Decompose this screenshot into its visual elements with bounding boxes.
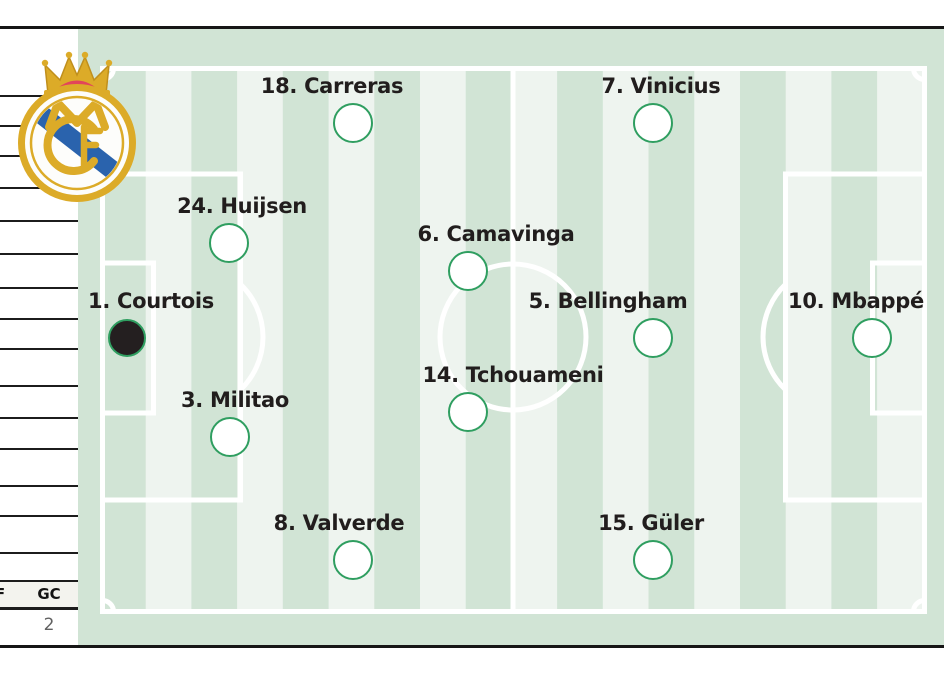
left-goal-area: [100, 260, 156, 416]
left-penalty-arc: [238, 282, 266, 392]
player-label: 24. Huijsen: [177, 194, 307, 218]
crest-badge: [18, 84, 136, 202]
stats-table-value-row: 2: [0, 607, 78, 645]
real-madrid-crest: [18, 51, 136, 202]
stats-table: F GC 2: [0, 29, 78, 645]
table-row-line: [0, 348, 78, 350]
player-label: 14. Tchouameni: [422, 363, 604, 387]
goalkeeper-marker: [108, 319, 146, 357]
table-row-line: [0, 417, 78, 419]
player-label: 5. Bellingham: [528, 289, 688, 313]
table-row-line: [0, 253, 78, 255]
table-row-line: [0, 287, 78, 289]
player-label: 15. Güler: [598, 511, 704, 535]
player-marker: [209, 223, 249, 263]
player-label: 3. Militao: [180, 388, 290, 412]
stats-table-header-row: F GC: [0, 580, 78, 607]
table-row-line: [0, 220, 78, 222]
player-label: 18. Carreras: [260, 74, 404, 98]
top-border-line: [0, 26, 944, 29]
corner-arc: [102, 598, 116, 612]
table-row-line: [0, 515, 78, 517]
center-circle: [437, 261, 589, 413]
player-label: 7. Vinicius: [601, 74, 721, 98]
player-label: 8. Valverde: [273, 511, 405, 535]
stats-header-gc: GC: [37, 584, 61, 603]
corner-arc: [911, 68, 925, 82]
pitch-svg: [78, 29, 944, 645]
table-row-line: [0, 580, 78, 582]
player-marker: [852, 318, 892, 358]
player-marker: [633, 318, 673, 358]
crest-mcf-monogram: [43, 99, 109, 175]
player-marker: [210, 417, 250, 457]
player-marker: [448, 392, 488, 432]
player-marker: [448, 251, 488, 291]
table-row-line: [0, 95, 78, 97]
table-row-line: [0, 552, 78, 554]
player-label: 6. Camavinga: [417, 222, 575, 246]
player-label: 10. Mbappé: [788, 289, 924, 313]
right-penalty-arc: [760, 282, 788, 392]
player-marker: [633, 103, 673, 143]
player-marker: [333, 103, 373, 143]
stats-header-f: F: [0, 585, 8, 603]
table-row-line: [0, 485, 78, 487]
football-pitch: [78, 29, 944, 645]
player-label: 1. Courtois: [88, 289, 214, 313]
corner-arc: [911, 598, 925, 612]
player-marker: [633, 540, 673, 580]
table-header-bottom-line: [0, 607, 78, 610]
table-row-line: [0, 448, 78, 450]
stats-value-gc: 2: [43, 615, 55, 635]
bottom-border-line: [0, 645, 944, 648]
player-marker: [333, 540, 373, 580]
pitch-light-stripes: [145, 69, 923, 609]
table-row-line: [0, 318, 78, 320]
table-row-line: [0, 385, 78, 387]
